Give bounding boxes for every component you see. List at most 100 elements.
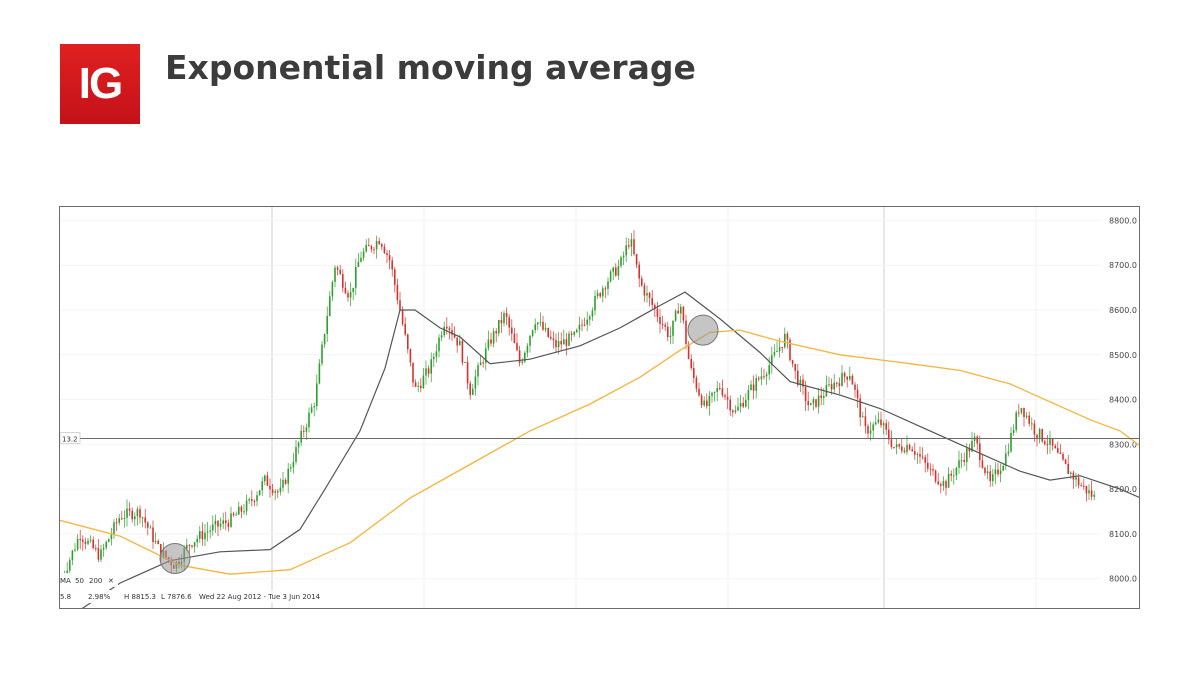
candle-down (706, 400, 708, 407)
candle-up (1002, 465, 1004, 471)
candle-up (958, 460, 960, 468)
candle-up (1049, 438, 1051, 445)
candle-up (89, 539, 92, 541)
candle-up (994, 469, 997, 475)
candle-up (576, 329, 578, 332)
price-chart[interactable]: 8800.0 8700.0 8600.0 8500.0 8400.0 8300.0 8200… (59, 206, 1140, 609)
candle-down (615, 267, 617, 276)
candle-up (287, 468, 289, 484)
candle-down (856, 389, 859, 399)
candle-down (804, 386, 807, 402)
ig-logo: IG (60, 44, 140, 124)
candle-up (297, 442, 300, 447)
candle-down (456, 337, 458, 346)
candle-down (152, 527, 154, 543)
candle-up (74, 549, 76, 551)
candle-up (947, 473, 950, 488)
candle-down (724, 395, 726, 397)
candle-down (121, 518, 123, 520)
candle-down (1051, 438, 1054, 446)
candle-up (492, 331, 495, 344)
candle-down (859, 398, 861, 418)
candle-down (370, 246, 373, 250)
candle-down (867, 426, 869, 434)
candle-down (1062, 453, 1064, 460)
candle-down (914, 451, 916, 455)
candle-down (802, 379, 804, 387)
candle-down (687, 343, 690, 359)
candle-up (69, 560, 71, 571)
candle-down (1059, 452, 1062, 454)
candle-down (570, 333, 573, 335)
candle-up (760, 376, 763, 380)
candle-down (500, 319, 503, 324)
candle-up (87, 540, 89, 544)
candle-down (924, 457, 926, 463)
candle-up (256, 495, 258, 502)
candle-up (113, 522, 115, 535)
candle-up (102, 547, 105, 550)
candle-up (778, 347, 781, 352)
candle-down (846, 376, 848, 380)
candle-up (557, 341, 560, 348)
candle-down (843, 372, 846, 377)
candle-down (885, 423, 887, 430)
candle-up (105, 541, 107, 548)
candle-down (253, 500, 256, 502)
candle-down (685, 320, 687, 344)
y-tick-label: 8600.0 (1109, 306, 1137, 315)
candle-down (698, 388, 700, 396)
candle-up (149, 527, 152, 529)
candle-up (1070, 472, 1072, 475)
candle-up (810, 403, 812, 406)
candle-up (771, 355, 773, 366)
candle-down (1018, 412, 1020, 414)
candle-up (586, 319, 588, 325)
candle-down (513, 333, 516, 343)
candle-down (656, 308, 659, 317)
candle-down (815, 399, 817, 407)
candle-down (92, 539, 94, 549)
candle-up (355, 266, 357, 288)
candle-down (732, 410, 734, 413)
indicator-close-icon[interactable]: ✕ (108, 577, 114, 585)
candle-up (784, 333, 786, 348)
candle-down (82, 539, 84, 542)
candle-down (638, 264, 640, 279)
candle-up (992, 474, 994, 482)
candle-down (84, 541, 87, 544)
candle-down (791, 360, 794, 364)
candle-down (807, 401, 809, 406)
candle-up (425, 368, 427, 376)
crosshair-label-box (60, 432, 81, 444)
candle-down (997, 469, 999, 475)
candle-down (399, 300, 401, 311)
candle-up (209, 530, 211, 532)
candle-up (186, 544, 188, 549)
candle-down (898, 444, 900, 447)
candle-up (596, 293, 599, 297)
candle-down (968, 448, 971, 452)
candle-down (633, 239, 635, 255)
candle-up (734, 410, 737, 413)
y-tick-label: 8500.0 (1109, 351, 1137, 360)
ma-period-short: 50 (75, 577, 84, 585)
candle-up (776, 351, 778, 353)
candle-down (1041, 429, 1043, 442)
candle-down (945, 481, 947, 488)
candle-down (797, 370, 799, 386)
candle-down (1077, 477, 1080, 486)
candle-up (417, 385, 419, 387)
candle-up (464, 361, 466, 363)
candle-down (391, 260, 393, 270)
candle-up (765, 374, 768, 377)
candle-down (581, 324, 583, 326)
candle-up (812, 399, 815, 404)
candle-up (745, 399, 747, 407)
candle-down (347, 293, 349, 298)
crossover-highlight-1 (159, 543, 191, 575)
candle-down (511, 327, 513, 334)
candle-down (404, 324, 406, 335)
candle-down (989, 471, 991, 482)
candle-down (786, 333, 789, 340)
